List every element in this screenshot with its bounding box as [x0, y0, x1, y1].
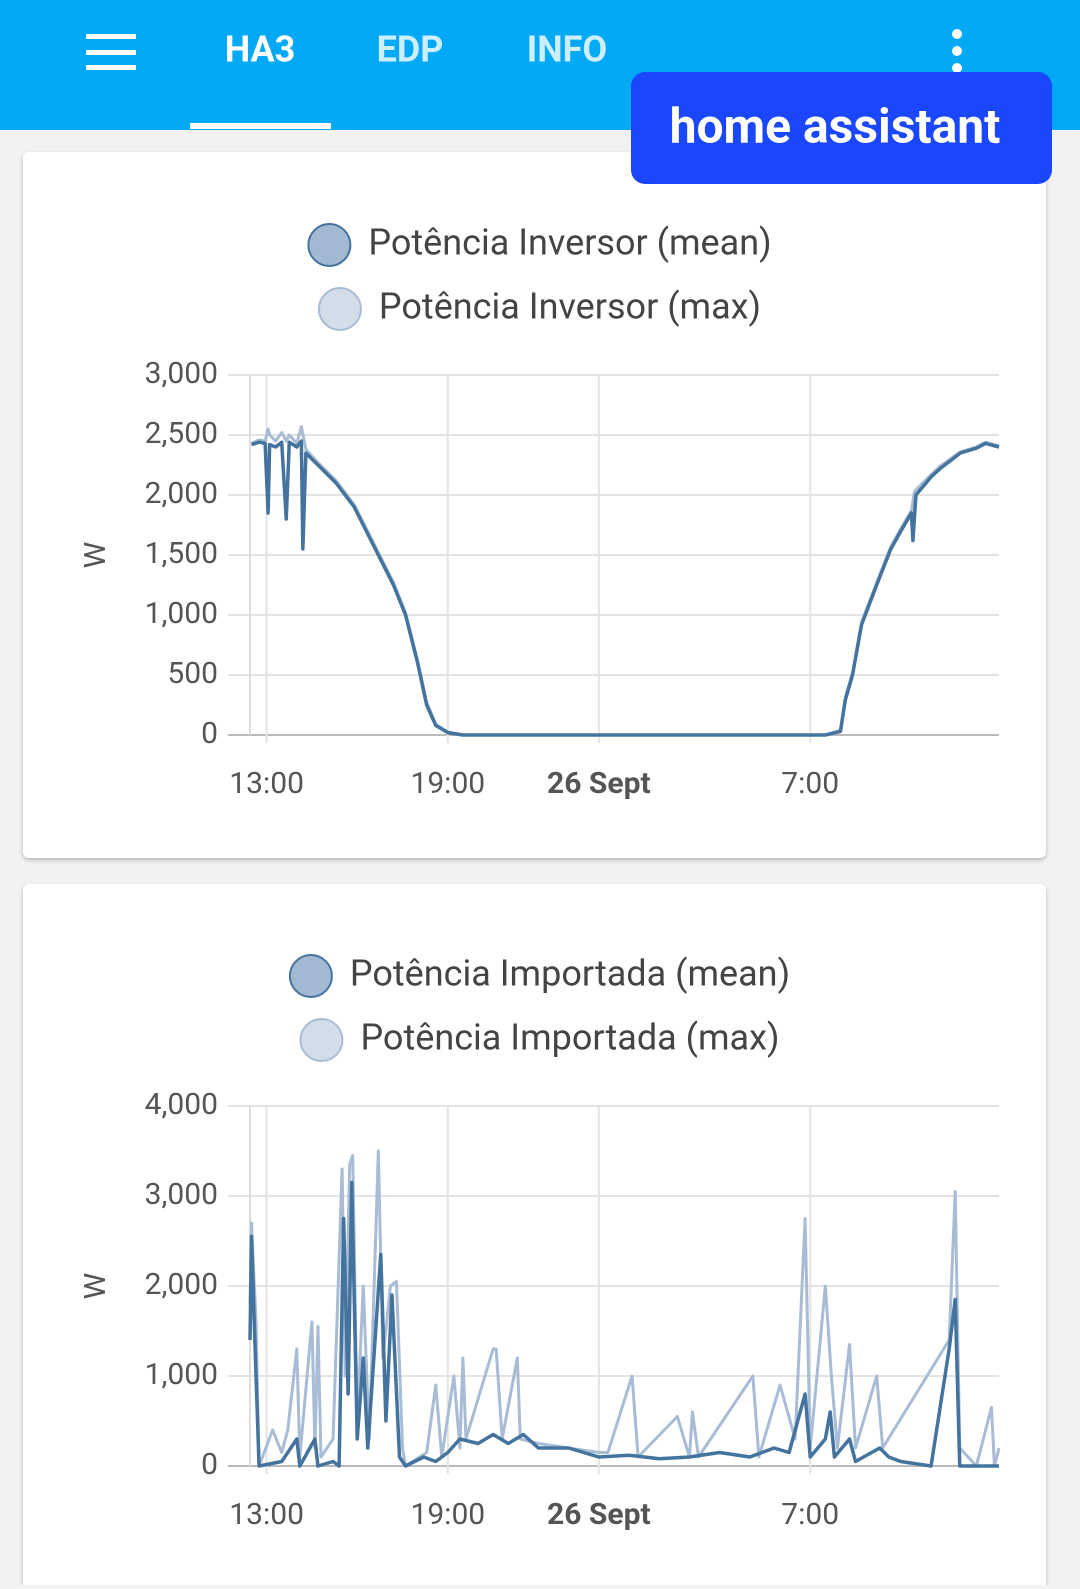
badge	[631, 72, 1052, 184]
series-line	[248, 1149, 1001, 1468]
overflow-menu[interactable]	[952, 29, 962, 73]
menu-button[interactable]	[86, 34, 136, 70]
x-tick-label: 26 Sept	[547, 1497, 651, 1532]
menu-icon	[86, 50, 136, 55]
x-tick-label: 7:00	[781, 1497, 839, 1532]
dot	[952, 46, 962, 56]
y-tick-label: 0	[201, 1447, 218, 1482]
charts: Potência Inversor (mean) Potência Inverso…	[78, 222, 1001, 1532]
menu-icon	[86, 34, 136, 39]
card	[23, 152, 1046, 858]
x-tick-label: 26 Sept	[547, 766, 651, 801]
y-tick-label: 1,000	[145, 1357, 218, 1392]
legend-marker	[307, 223, 352, 267]
y-axis-label: W	[78, 542, 113, 569]
series-line	[248, 1180, 999, 1468]
card	[23, 884, 1046, 1589]
tab-indicator	[190, 123, 331, 129]
legend-label: Potência Importada (max)	[360, 1017, 779, 1059]
dot	[952, 63, 962, 73]
badge-text: home assistant	[670, 98, 1001, 155]
x-tick-label: 19:00	[410, 1497, 485, 1532]
y-tick-label: 1,000	[145, 596, 218, 631]
legend-marker	[317, 287, 362, 331]
tab[interactable]: INFO	[527, 29, 608, 71]
legend-marker	[299, 1018, 344, 1062]
x-tick-label: 19:00	[410, 766, 485, 801]
legend-marker	[288, 954, 333, 998]
x-tick-label: 13:00	[229, 1497, 304, 1532]
y-tick-label: 3,000	[145, 356, 218, 391]
menu-icon	[86, 65, 136, 70]
tab[interactable]: HA3	[225, 29, 296, 71]
y-tick-label: 1,500	[145, 536, 218, 571]
y-tick-label: 0	[201, 716, 218, 751]
tab[interactable]: EDP	[377, 29, 444, 71]
legend-label: Potência Inversor (mean)	[368, 222, 771, 264]
series-line	[250, 439, 1000, 737]
y-tick-label: 2,000	[145, 476, 218, 511]
y-tick-label: 4,000	[145, 1087, 218, 1122]
y-tick-label: 2,000	[145, 1267, 218, 1302]
x-tick-label: 7:00	[781, 766, 839, 801]
y-tick-label: 3,000	[145, 1177, 218, 1212]
legend-label: Potência Inversor (max)	[379, 286, 761, 328]
y-tick-label: 2,500	[145, 416, 218, 451]
x-tick-label: 13:00	[229, 766, 304, 801]
legend-label: Potência Importada (mean)	[350, 953, 790, 995]
dot	[952, 29, 962, 39]
y-tick-label: 500	[167, 656, 218, 691]
y-axis-label: W	[78, 1273, 113, 1300]
